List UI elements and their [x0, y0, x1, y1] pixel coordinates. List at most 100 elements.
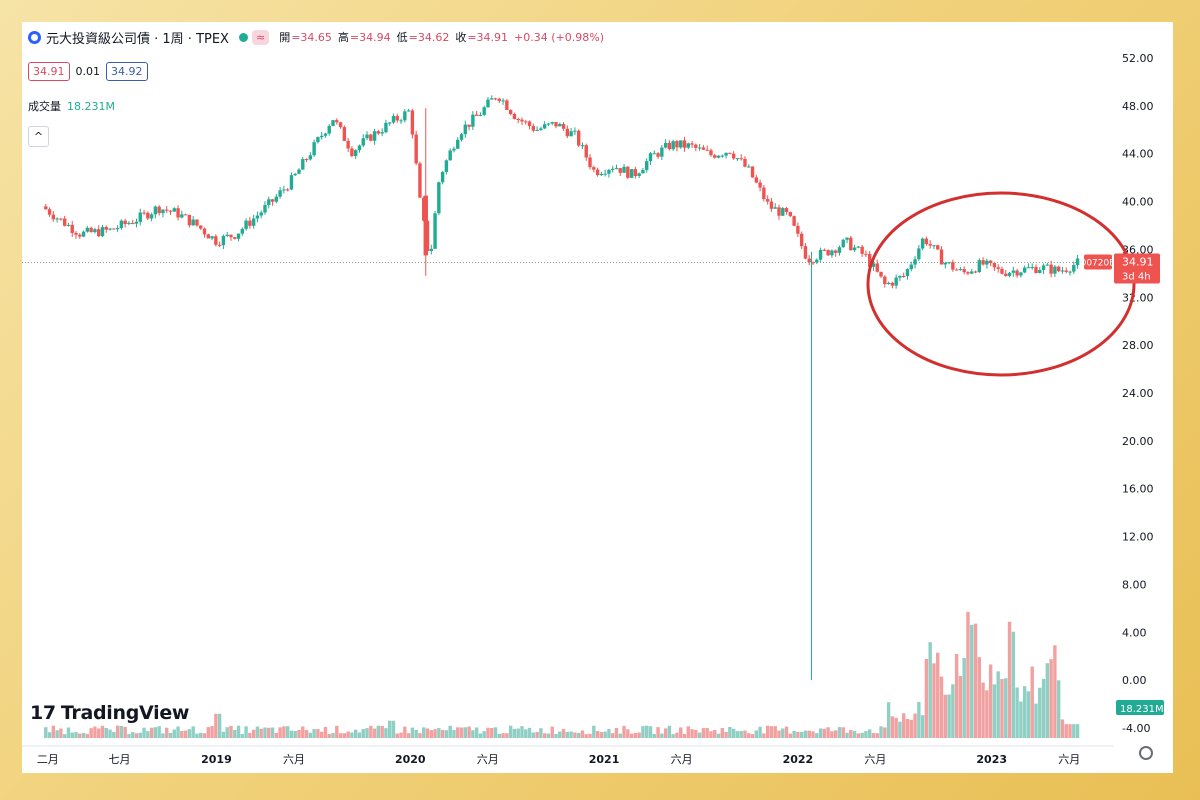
y-tick-label: 36.00	[1122, 243, 1154, 256]
candle-body	[357, 145, 362, 151]
volume-bar	[1015, 687, 1019, 738]
volume-bar	[274, 733, 279, 738]
collapse-button[interactable]: ^	[28, 126, 49, 147]
candle-body	[747, 166, 751, 168]
candle-body	[463, 124, 467, 135]
volume-bar	[134, 733, 139, 738]
candle-body	[55, 218, 59, 220]
candle-body	[210, 236, 214, 239]
volume-bar	[346, 731, 350, 738]
candle-body	[656, 153, 660, 157]
candle-body	[240, 228, 245, 234]
candle-body	[648, 153, 653, 162]
candle-body	[119, 220, 124, 229]
volume-bar	[1049, 659, 1053, 738]
candle-body	[301, 159, 305, 170]
candle-body	[251, 218, 256, 226]
volume-bar	[96, 728, 101, 738]
volume-bar	[127, 733, 131, 738]
chart-frame: 52.00 48.00 44.00 40.00 36.00 32.00 28.00 24.00…	[22, 22, 1173, 773]
volume-bar	[229, 725, 233, 738]
candle-body	[660, 147, 664, 157]
x-tick-label: 2023	[976, 753, 1007, 766]
volume-bar	[565, 731, 570, 738]
volume-bar	[815, 733, 819, 738]
volume-bar	[822, 728, 827, 738]
candle-body	[70, 224, 74, 233]
candle-body	[1007, 272, 1012, 276]
candle-body	[554, 122, 558, 127]
candle-body	[312, 142, 316, 156]
candle-body	[852, 247, 857, 251]
price-chart[interactable]: 52.00 48.00 44.00 40.00 36.00 32.00 28.00 24.00…	[22, 22, 1173, 773]
volume-bar	[153, 727, 158, 738]
candle-body	[255, 215, 260, 219]
candle-body	[1022, 267, 1027, 273]
volume-bar	[947, 694, 951, 738]
volume-bar	[546, 733, 551, 738]
volume-bar	[456, 727, 460, 738]
candle-body	[501, 100, 505, 102]
volume-bar	[584, 734, 588, 738]
volume-bar	[335, 725, 339, 738]
candle-body	[871, 263, 876, 267]
candle-body	[633, 169, 638, 176]
candle-body	[580, 145, 585, 147]
candle-body	[206, 234, 210, 239]
symbol-title[interactable]: 元大投資級公司債 · 1周 · TPEX	[46, 31, 229, 47]
candle-body	[217, 244, 222, 246]
settings-gear-icon[interactable]	[1139, 746, 1153, 760]
volume-bar	[429, 730, 433, 738]
candle-body	[497, 98, 502, 101]
volume-bar	[796, 731, 800, 738]
candle-body	[868, 254, 872, 267]
candle-body	[671, 141, 675, 150]
candle-body	[482, 107, 486, 115]
candle-body	[406, 110, 411, 112]
candle-body	[127, 222, 131, 225]
candle-body	[274, 196, 279, 202]
volume-bar	[240, 734, 245, 738]
candle-body	[951, 262, 955, 270]
candle-body	[108, 228, 112, 230]
candle-body	[508, 109, 513, 114]
candle-body	[626, 166, 630, 178]
candle-body	[527, 121, 532, 127]
y-tick-label: 52.00	[1122, 52, 1154, 65]
bid-box[interactable]: 34.91	[28, 62, 70, 81]
volume-bar	[142, 727, 146, 738]
volume-bar	[905, 718, 910, 738]
volume-bar	[988, 664, 993, 738]
volume-bar	[308, 732, 313, 738]
volume-bar	[739, 730, 743, 738]
volume-bar	[713, 729, 717, 738]
x-tick-label: 2019	[201, 753, 232, 766]
volume-bar	[474, 727, 479, 738]
wave-icon[interactable]: ≈	[251, 29, 270, 45]
candle-body	[168, 210, 173, 212]
tradingview-logo[interactable]: 17 TradingView	[30, 702, 189, 724]
candle-body	[448, 150, 452, 161]
volume-bar	[149, 727, 154, 738]
x-tick-label: 六月	[671, 753, 693, 766]
candle-body	[81, 231, 86, 237]
candle-body	[875, 263, 879, 272]
volume-bar	[319, 731, 324, 738]
volume-bar	[920, 715, 925, 738]
volume-bar	[569, 731, 573, 738]
price-tag-box	[1114, 253, 1160, 284]
candle-body	[1053, 266, 1057, 274]
high-value: =34.94	[349, 30, 391, 44]
volume-bar	[467, 726, 471, 738]
candle-body	[546, 123, 551, 125]
volume-bar	[323, 726, 328, 738]
ask-box[interactable]: 34.92	[106, 62, 148, 81]
volume-bar	[44, 727, 48, 738]
candle-body	[731, 153, 736, 159]
candle-body	[584, 145, 588, 158]
candle-body	[595, 169, 600, 176]
candle-body	[93, 229, 97, 233]
volume-bar	[690, 729, 694, 738]
volume-bar	[818, 728, 823, 738]
volume-bar	[932, 663, 936, 738]
